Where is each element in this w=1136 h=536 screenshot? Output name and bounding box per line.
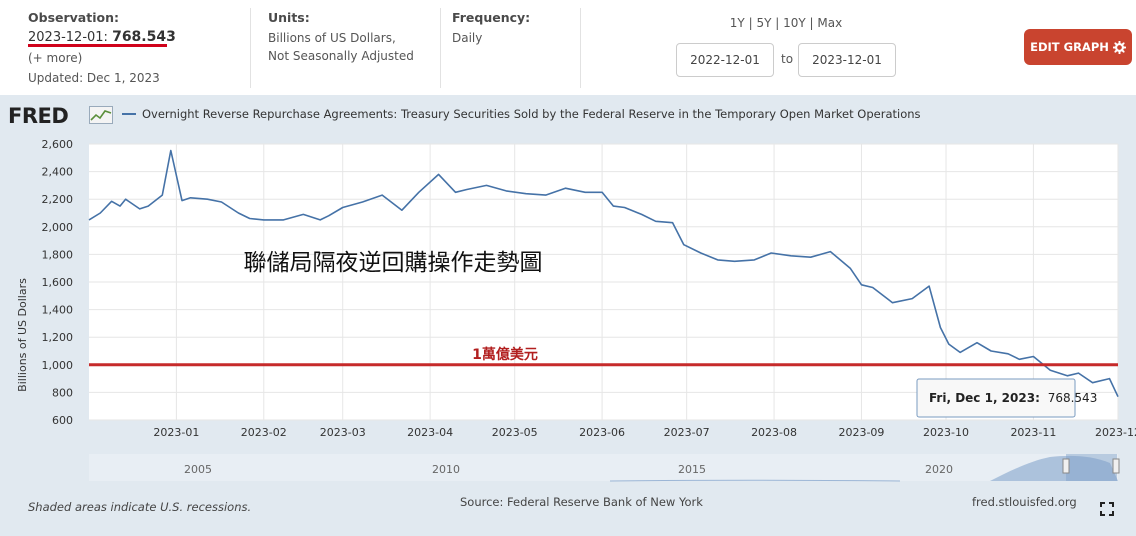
overview-year-label: 2005	[184, 463, 212, 476]
navigator-right-handle[interactable]	[1112, 458, 1120, 474]
x-tick-label: 2023-11	[1010, 426, 1056, 439]
edit-graph-button[interactable]: EDIT GRAPH	[1024, 29, 1132, 65]
y-tick-label: 2,200	[42, 193, 74, 206]
observation-date: 2023-12-01:	[28, 30, 108, 45]
source-note: Source: Federal Reserve Bank of New York	[460, 495, 703, 509]
frequency-label: Frequency:	[452, 10, 531, 25]
navigator-line	[609, 479, 901, 482]
threshold-label: 1萬億美元	[472, 346, 538, 363]
start-date-input[interactable]	[676, 43, 774, 77]
frequency-value: Daily	[452, 31, 483, 45]
end-date-input[interactable]	[798, 43, 896, 77]
range-separator: |	[809, 16, 814, 30]
divider	[440, 8, 441, 88]
overview-year-label: 2015	[678, 463, 706, 476]
range-max[interactable]: Max	[817, 16, 843, 30]
x-tick-label: 2023-10	[923, 426, 969, 439]
x-tick-label: 2023-12	[1095, 426, 1136, 439]
fred-chart-icon	[89, 106, 113, 124]
x-tick-label: 2023-01	[153, 426, 199, 439]
y-tick-label: 1,200	[42, 331, 74, 344]
units-line-1: Billions of US Dollars,	[268, 31, 396, 45]
tooltip-value: 768.543	[1048, 391, 1098, 405]
y-axis-title: Billions of US Dollars	[16, 278, 29, 392]
range-separator: |	[748, 16, 753, 30]
y-tick-label: 1,000	[42, 359, 74, 372]
recession-note: Shaded areas indicate U.S. recessions.	[28, 500, 252, 514]
divider	[250, 8, 251, 88]
x-tick-label: 2023-02	[241, 426, 287, 439]
x-tick-label: 2023-04	[407, 426, 453, 439]
x-tick-label: 2023-09	[838, 426, 884, 439]
series-line	[88, 149, 1119, 398]
y-axis: 600 800 1,000 1,200 1,400 1,600 1,800 2,000 2,20…	[42, 138, 74, 427]
legend-label: Overnight Reverse Repurchase Agreements:…	[142, 107, 921, 121]
x-tick-label: 2023-07	[664, 426, 710, 439]
y-tick-label: 1,400	[42, 304, 74, 317]
legend-swatch	[122, 113, 136, 115]
navigator-window[interactable]	[1066, 454, 1117, 481]
observation-value: 768.543	[112, 29, 176, 45]
fred-logo: FRED	[8, 104, 69, 128]
more-observations-link[interactable]: (+ more)	[28, 51, 83, 65]
range-separator: |	[775, 16, 780, 30]
edit-graph-label: EDIT GRAPH	[1030, 40, 1109, 54]
y-tick-label: 2,600	[42, 138, 74, 151]
y-tick-label: 1,800	[42, 248, 74, 261]
range-1y[interactable]: 1Y	[729, 16, 745, 30]
chart-legend: Overnight Reverse Repurchase Agreements:…	[122, 107, 921, 121]
units-line-2: Not Seasonally Adjusted	[268, 49, 414, 63]
fullscreen-icon[interactable]	[1100, 502, 1114, 516]
tooltip-date: Fri, Dec 1, 2023:	[929, 391, 1040, 405]
x-tick-label: 2023-06	[579, 426, 625, 439]
data-tooltip: Fri, Dec 1, 2023: 768.543	[916, 378, 1097, 418]
y-tick-label: 1,600	[42, 276, 74, 289]
observation-label: Observation:	[28, 10, 119, 25]
y-tick-label: 2,400	[42, 166, 74, 179]
overview-year-label: 2010	[432, 463, 460, 476]
y-tick-label: 800	[52, 386, 73, 399]
units-block: Units: Billions of US Dollars, Not Seaso…	[268, 10, 438, 65]
y-tick-label: 2,000	[42, 221, 74, 234]
graph-panel: FRED Overnight Reverse Repurchase Agreem…	[0, 95, 1136, 536]
red-underline	[28, 44, 167, 47]
x-axis: 2023-01 2023-02 2023-03 2023-04 2023-05 2023-…	[153, 426, 1136, 439]
line-chart[interactable]: 600 800 1,000 1,200 1,400 1,600 1,800 2,000 2,20…	[0, 95, 1136, 485]
series-line-group	[88, 149, 1119, 398]
site-link[interactable]: fred.stlouisfed.org	[972, 495, 1077, 509]
x-tick-label: 2023-08	[751, 426, 797, 439]
chart-grid	[89, 143, 1119, 421]
range-selector: 1Y | 5Y | 10Y | Max	[676, 16, 896, 30]
navigator-area	[990, 455, 1118, 481]
x-tick-label: 2023-05	[492, 426, 538, 439]
range-5y[interactable]: 5Y	[756, 16, 772, 30]
tooltip-box	[916, 378, 1076, 418]
svg-text:Fri, Dec 1, 2023: 768.: Fri, Dec 1, 2023: 768.543	[929, 391, 1097, 405]
navigator-left-handle[interactable]	[1062, 458, 1070, 474]
y-tick-label: 600	[52, 414, 73, 427]
overview-year-label: 2020	[925, 463, 953, 476]
observation-row: 2023-12-01: 768.543	[28, 29, 248, 45]
units-label: Units:	[268, 10, 310, 25]
overview-navigator[interactable]: 2005 2010 2015 2020	[89, 454, 1120, 482]
frequency-block: Frequency: Daily	[452, 10, 572, 47]
series-header: Observation: 2023-12-01: 768.543 (+ more…	[0, 0, 1136, 95]
x-tick-label: 2023-03	[320, 426, 366, 439]
annotation-title: 聯儲局隔夜逆回購操作走勢圖	[244, 250, 543, 276]
updated-date: Updated: Dec 1, 2023	[28, 71, 160, 85]
range-10y[interactable]: 10Y	[783, 16, 806, 30]
navigator-track	[89, 454, 1118, 481]
to-label: to	[781, 52, 794, 66]
divider	[580, 8, 581, 88]
observation-block: Observation: 2023-12-01: 768.543 (+ more…	[28, 10, 248, 85]
gear-icon	[1112, 40, 1126, 54]
